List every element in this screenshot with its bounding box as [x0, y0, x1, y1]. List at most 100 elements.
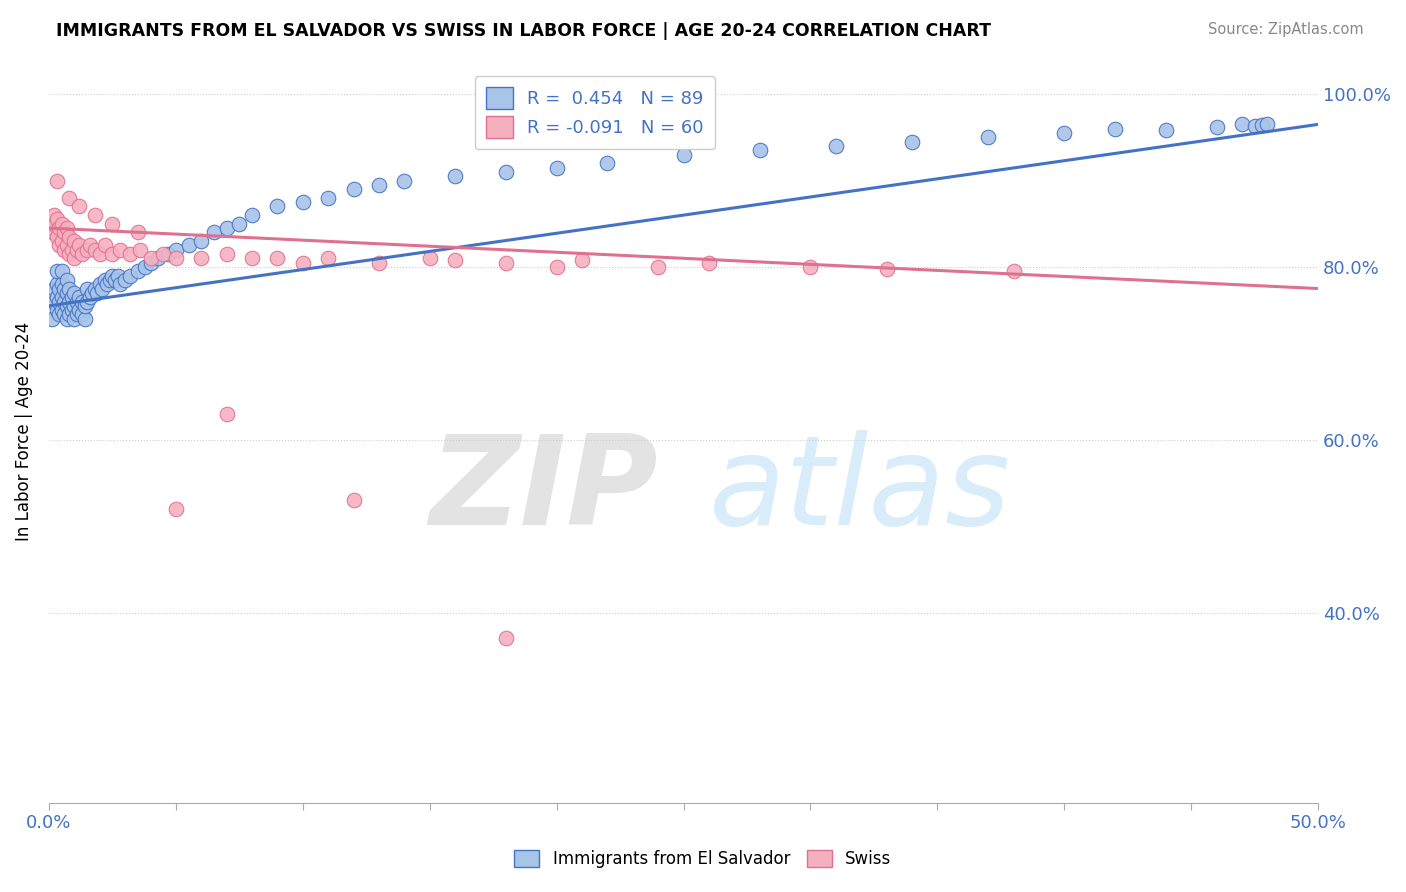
- Point: [45, 264, 67, 278]
- Point: [48, 308, 70, 322]
- Point: [63, 234, 86, 248]
- Point: [546, 260, 568, 274]
- Point: [240, 208, 263, 222]
- Point: [1104, 121, 1126, 136]
- Point: [824, 139, 846, 153]
- Point: [67, 290, 90, 304]
- Point: [157, 247, 180, 261]
- Point: [146, 252, 169, 266]
- Point: [1002, 264, 1025, 278]
- Point: [45, 290, 67, 304]
- Point: [127, 264, 149, 278]
- Point: [495, 632, 517, 646]
- Point: [571, 253, 593, 268]
- Point: [546, 161, 568, 175]
- Point: [114, 273, 136, 287]
- Point: [215, 247, 238, 261]
- Point: [42, 217, 65, 231]
- Point: [134, 260, 156, 274]
- Point: [316, 191, 339, 205]
- Point: [1154, 123, 1177, 137]
- Y-axis label: In Labor Force | Age 20-24: In Labor Force | Age 20-24: [15, 321, 32, 541]
- Point: [1256, 116, 1278, 130]
- Point: [101, 247, 124, 261]
- Point: [1230, 117, 1253, 131]
- Point: [266, 199, 288, 213]
- Point: [60, 303, 83, 318]
- Point: [79, 238, 101, 252]
- Point: [51, 217, 73, 231]
- Point: [215, 407, 238, 421]
- Point: [48, 238, 70, 252]
- Point: [596, 156, 619, 170]
- Point: [51, 303, 73, 318]
- Point: [58, 191, 80, 205]
- Point: [66, 243, 89, 257]
- Point: [53, 308, 76, 322]
- Point: [129, 243, 152, 257]
- Point: [41, 311, 63, 326]
- Point: [266, 252, 288, 266]
- Point: [82, 285, 104, 300]
- Point: [139, 255, 162, 269]
- Point: [58, 247, 80, 261]
- Point: [58, 308, 80, 322]
- Point: [101, 268, 124, 283]
- Point: [55, 299, 77, 313]
- Point: [70, 308, 93, 322]
- Point: [67, 303, 90, 318]
- Point: [190, 252, 212, 266]
- Point: [342, 182, 364, 196]
- Point: [55, 221, 77, 235]
- Point: [165, 243, 187, 257]
- Legend: Immigrants from El Salvador, Swiss: Immigrants from El Salvador, Swiss: [508, 843, 898, 875]
- Point: [495, 165, 517, 179]
- Point: [58, 294, 80, 309]
- Point: [291, 255, 314, 269]
- Point: [63, 299, 86, 313]
- Point: [291, 195, 314, 210]
- Point: [152, 247, 174, 261]
- Point: [127, 226, 149, 240]
- Point: [901, 135, 924, 149]
- Point: [368, 178, 391, 192]
- Point: [120, 247, 142, 261]
- Point: [91, 281, 114, 295]
- Point: [120, 268, 142, 283]
- Point: [96, 277, 118, 292]
- Point: [66, 308, 89, 322]
- Point: [876, 261, 898, 276]
- Point: [51, 264, 73, 278]
- Point: [215, 221, 238, 235]
- Point: [342, 493, 364, 508]
- Point: [748, 144, 770, 158]
- Point: [86, 285, 108, 300]
- Point: [672, 147, 695, 161]
- Point: [76, 243, 98, 257]
- Point: [42, 208, 65, 222]
- Point: [53, 226, 76, 240]
- Point: [41, 226, 63, 240]
- Point: [51, 290, 73, 304]
- Point: [202, 226, 225, 240]
- Point: [101, 217, 124, 231]
- Point: [98, 273, 121, 287]
- Point: [139, 252, 162, 266]
- Point: [89, 277, 111, 292]
- Point: [394, 173, 416, 187]
- Point: [48, 294, 70, 309]
- Point: [67, 199, 90, 213]
- Point: [495, 255, 517, 269]
- Point: [647, 260, 669, 274]
- Point: [444, 169, 467, 184]
- Point: [45, 173, 67, 187]
- Point: [107, 268, 129, 283]
- Point: [60, 243, 83, 257]
- Point: [53, 294, 76, 309]
- Point: [104, 273, 127, 287]
- Point: [42, 281, 65, 295]
- Point: [73, 311, 96, 326]
- Point: [977, 130, 1000, 145]
- Text: IMMIGRANTS FROM EL SALVADOR VS SWISS IN LABOR FORCE | AGE 20-24 CORRELATION CHAR: IMMIGRANTS FROM EL SALVADOR VS SWISS IN …: [56, 22, 991, 40]
- Text: Source: ZipAtlas.com: Source: ZipAtlas.com: [1208, 22, 1364, 37]
